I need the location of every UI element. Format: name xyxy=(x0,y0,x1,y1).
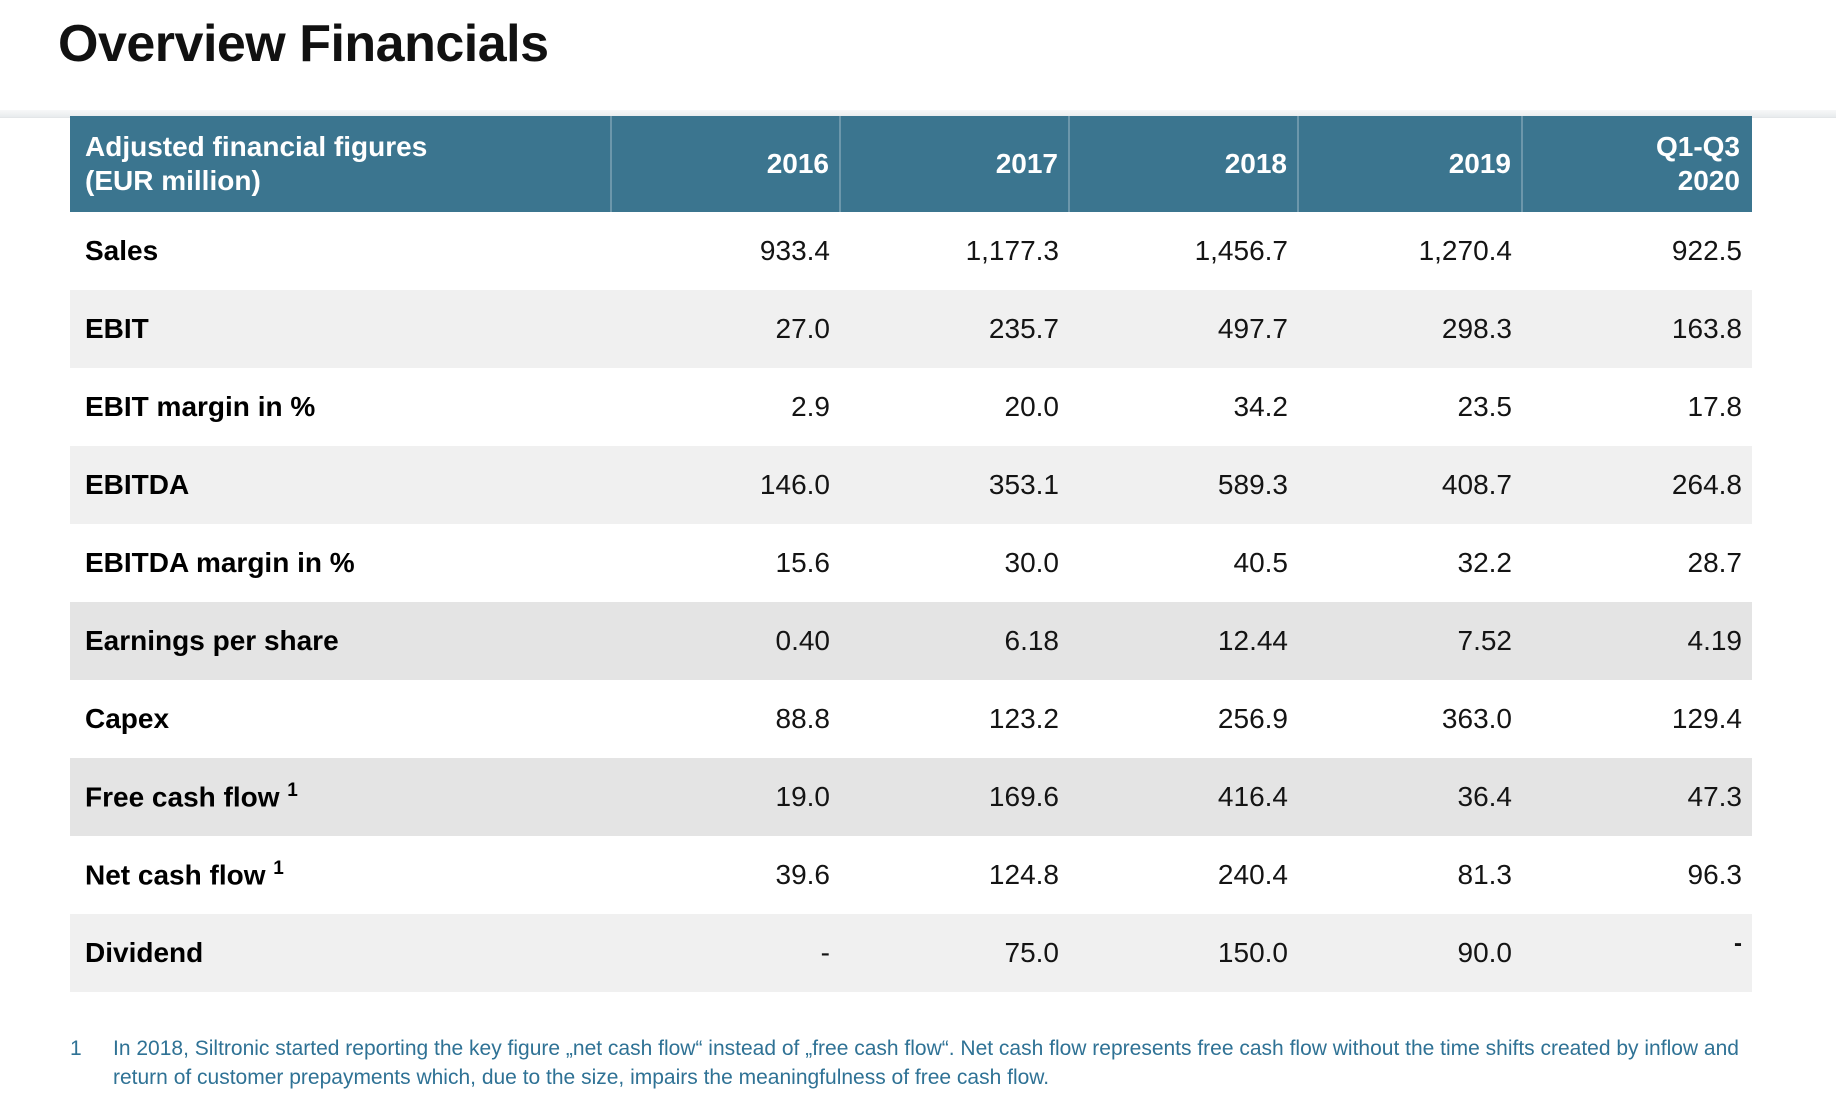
col-header-2016: 2016 xyxy=(610,116,840,212)
col-header-2017: 2017 xyxy=(839,116,1069,212)
cell-value: 40.5 xyxy=(1233,547,1289,578)
col-header-q1q3-line1: Q1-Q3 xyxy=(1655,131,1740,162)
col-header-2019: 2019 xyxy=(1297,116,1522,212)
cell-value: 34.2 xyxy=(1233,391,1289,422)
cell-value: 1,177.3 xyxy=(965,235,1059,266)
row-label: EBITDA margin in % xyxy=(85,547,355,578)
table-row: EBITDA margin in % 15.6 30.0 40.5 32.2 28.7 xyxy=(70,524,1752,602)
footnote-text: In 2018, Siltronic started reporting the… xyxy=(113,1034,1739,1092)
cell-value: 17.8 xyxy=(1687,391,1743,422)
col-header-2018: 2018 xyxy=(1068,116,1298,212)
footnote-line-2: return of customer prepayments which, du… xyxy=(113,1066,1050,1089)
cell-value: 240.4 xyxy=(1217,859,1288,890)
cell-value: 96.3 xyxy=(1687,859,1743,890)
footnote-reference: 1 xyxy=(273,858,284,880)
cell-value: 256.9 xyxy=(1217,703,1288,734)
header-label-cell: Adjusted financial figures (EUR million) xyxy=(70,116,611,212)
cell-value: 1,456.7 xyxy=(1194,235,1288,266)
cell-value: 32.2 xyxy=(1457,547,1513,578)
cell-value: 20.0 xyxy=(1004,391,1060,422)
cell-value: 169.6 xyxy=(988,781,1059,812)
cell-value: 264.8 xyxy=(1671,469,1742,500)
row-label: Capex xyxy=(85,703,170,734)
table-row: Free cash flow 1 19.0 169.6 416.4 36.4 47.3 xyxy=(70,758,1752,836)
cell-value: 75.0 xyxy=(1004,937,1060,968)
row-label: EBIT margin in % xyxy=(85,391,316,422)
table-row: Net cash flow 1 39.6 124.8 240.4 81.3 96.3 xyxy=(70,836,1752,914)
cell-value: 235.7 xyxy=(988,313,1059,344)
financials-table: Adjusted financial figures (EUR million)… xyxy=(70,116,1752,992)
cell-value: 90.0 xyxy=(1457,937,1513,968)
cell-value: 150.0 xyxy=(1217,937,1288,968)
row-label: EBIT xyxy=(85,313,149,344)
cell-value: 4.19 xyxy=(1687,625,1743,656)
row-label: Earnings per share xyxy=(85,625,339,656)
raised-dash: - xyxy=(1734,930,1742,957)
table-row: Earnings per share 0.40 6.18 12.44 7.52 4.19 xyxy=(70,602,1752,680)
table-row: Sales 933.4 1,177.3 1,456.7 1,270.4 922.5 xyxy=(70,212,1752,290)
cell-value: 416.4 xyxy=(1217,781,1288,812)
cell-value: 19.0 xyxy=(775,781,831,812)
cell-value: 6.18 xyxy=(1004,625,1060,656)
header-label-line2: (EUR million) xyxy=(85,165,261,196)
cell-value: 298.3 xyxy=(1441,313,1512,344)
cell-value: 363.0 xyxy=(1441,703,1512,734)
table-row: Capex 88.8 123.2 256.9 363.0 129.4 xyxy=(70,680,1752,758)
table-header-row: Adjusted financial figures (EUR million)… xyxy=(70,116,1752,212)
cell-value: 47.3 xyxy=(1687,781,1743,812)
cell-value: 123.2 xyxy=(988,703,1059,734)
table-row: EBIT 27.0 235.7 497.7 298.3 163.8 xyxy=(70,290,1752,368)
cell-value: 497.7 xyxy=(1217,313,1288,344)
cell-value: 2.9 xyxy=(791,391,830,422)
row-label: Dividend xyxy=(85,937,204,968)
cell-value: 12.44 xyxy=(1217,625,1288,656)
col-header-q1q3-2020: Q1-Q3 2020 xyxy=(1521,116,1752,212)
table-row: EBITDA 146.0 353.1 589.3 408.7 264.8 xyxy=(70,446,1752,524)
cell-value: 589.3 xyxy=(1217,469,1288,500)
footnote: 1 In 2018, Siltronic started reporting t… xyxy=(70,1034,1750,1092)
footnote-marker: 1 xyxy=(70,1037,82,1060)
cell-value: 7.52 xyxy=(1457,625,1513,656)
cell-value: 27.0 xyxy=(775,313,831,344)
cell-value: - xyxy=(820,937,830,968)
cell-value: 146.0 xyxy=(759,469,830,500)
cell-value: 933.4 xyxy=(759,235,830,266)
row-label: EBITDA xyxy=(85,469,190,500)
col-header-q1q3-line2: 2020 xyxy=(1677,165,1740,196)
page-title: Overview Financials xyxy=(58,15,549,73)
cell-value: 36.4 xyxy=(1457,781,1513,812)
cell-value: 353.1 xyxy=(988,469,1059,500)
cell-value: 39.6 xyxy=(775,859,831,890)
row-label: Free cash flow 1 xyxy=(85,780,298,813)
cell-value: 23.5 xyxy=(1457,391,1513,422)
cell-value: 28.7 xyxy=(1687,547,1743,578)
footnote-reference: 1 xyxy=(287,780,298,802)
table-row: EBIT margin in % 2.9 20.0 34.2 23.5 17.8 xyxy=(70,368,1752,446)
table-body: Sales 933.4 1,177.3 1,456.7 1,270.4 922.5 EBIT… xyxy=(70,212,1752,992)
cell-value: 408.7 xyxy=(1441,469,1512,500)
cell-value: 0.40 xyxy=(775,625,831,656)
cell-value: 30.0 xyxy=(1004,547,1060,578)
cell-value: 922.5 xyxy=(1671,235,1742,266)
cell-value: - xyxy=(1522,914,1752,992)
footnote-line-1: In 2018, Siltronic started reporting the… xyxy=(113,1037,1739,1060)
cell-value: 1,270.4 xyxy=(1418,235,1512,266)
cell-value: 15.6 xyxy=(775,547,831,578)
header-label-line1: Adjusted financial figures xyxy=(85,131,428,162)
cell-value: 129.4 xyxy=(1671,703,1742,734)
table-row: Dividend - 75.0 150.0 90.0 - xyxy=(70,914,1752,992)
row-label: Sales xyxy=(85,235,159,266)
cell-value: 163.8 xyxy=(1671,313,1742,344)
cell-value: 88.8 xyxy=(775,703,831,734)
cell-value: 81.3 xyxy=(1457,859,1513,890)
row-label: Net cash flow 1 xyxy=(85,858,284,891)
cell-value: 124.8 xyxy=(988,859,1059,890)
table-header: Adjusted financial figures (EUR million)… xyxy=(70,116,1752,212)
